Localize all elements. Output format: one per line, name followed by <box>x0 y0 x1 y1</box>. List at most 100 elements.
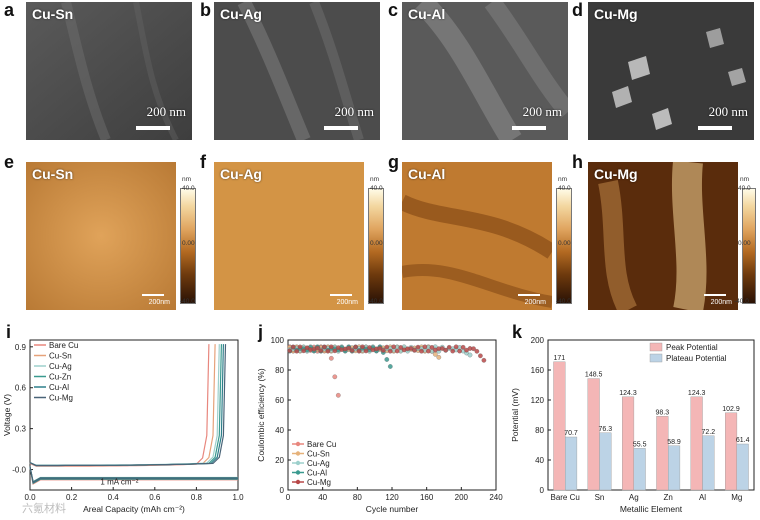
x-tick-label: 80 <box>353 493 362 502</box>
x-tick-label: 0.4 <box>108 493 120 502</box>
x-tick-label: 240 <box>489 493 503 502</box>
panel-label-a: a <box>4 0 15 20</box>
legend-label: Bare Cu <box>307 440 336 449</box>
sem-texture-cu-al <box>402 2 568 140</box>
data-point <box>450 348 456 354</box>
panel-label-f: f <box>200 152 206 172</box>
data-point <box>412 347 417 353</box>
scale-bar <box>136 126 170 130</box>
legend-marker <box>295 460 301 466</box>
scale-bar <box>518 294 540 296</box>
afm-texture-cu-mg <box>588 162 738 310</box>
current-density-annotation: 1 mA cm⁻² <box>100 478 138 487</box>
panel-label-j: j <box>258 322 264 342</box>
x-axis-label: Cycle number <box>366 504 419 514</box>
legend-swatch <box>649 353 663 363</box>
colorbar-mid: 0.00 <box>370 240 383 247</box>
data-point <box>394 348 400 354</box>
bar-value-label: 76.3 <box>598 426 612 433</box>
data-point <box>481 357 487 363</box>
bar-peak <box>587 378 600 491</box>
y-tick-label: 60 <box>275 396 284 405</box>
data-point <box>380 348 386 353</box>
legend-label: Cu-Al <box>307 469 327 478</box>
data-point <box>460 344 466 350</box>
data-point <box>367 345 372 350</box>
legend-label: Cu-Mg <box>49 394 73 403</box>
colorbar-max: 40.0 <box>558 185 571 192</box>
legend-label: Cu-Zn <box>49 373 71 382</box>
sem-texture-cu-mg <box>588 2 754 140</box>
afm-title: Cu-Al <box>408 166 446 182</box>
data-point <box>335 392 341 398</box>
data-point <box>346 345 352 351</box>
scale-label: 200 nm <box>334 104 374 119</box>
afm-image-cu-sn: Cu-Sn 200nm <box>26 162 176 310</box>
colorbar-max: 40.0 <box>370 185 383 192</box>
scale-label: 200nm <box>524 299 546 306</box>
x-tick-label: Zn <box>663 493 672 502</box>
x-tick-label: 0.2 <box>66 493 78 502</box>
scale-label: 200nm <box>148 299 170 306</box>
y-tick-label: -0.0 <box>12 466 26 475</box>
bar-value-label: 70.7 <box>564 430 578 437</box>
y-axis-label: Voltage (V) <box>2 394 12 436</box>
legend-label: Cu-Al <box>49 383 69 392</box>
panel-label-k: k <box>512 322 523 342</box>
x-tick-label: Mg <box>731 493 742 502</box>
data-point <box>415 344 421 350</box>
data-point <box>398 345 404 350</box>
data-point <box>360 344 365 350</box>
data-point <box>422 344 428 350</box>
scale-bar <box>324 126 358 130</box>
panel-label-i: i <box>6 322 12 342</box>
series-line-discharge <box>29 466 238 484</box>
panel-label-b: b <box>200 0 211 20</box>
scale-bar <box>142 294 164 296</box>
legend-label: Cu-Mg <box>307 478 331 487</box>
bar-value-label: 124.3 <box>688 390 706 397</box>
y-axis-label: Potential (mV) <box>510 388 520 442</box>
x-tick-label: 160 <box>420 493 434 502</box>
y-tick-label: 0.3 <box>15 425 27 434</box>
data-point <box>471 346 476 352</box>
chart-potential-bars: 0 40 80 120 160 200 Metallic Element Potential … <box>510 336 755 514</box>
afm-texture-cu-sn <box>26 162 176 310</box>
data-point <box>315 345 320 351</box>
x-tick-label: 1.0 <box>232 493 244 502</box>
data-point <box>322 344 327 350</box>
afm-title: Cu-Sn <box>32 166 74 182</box>
data-point <box>297 344 303 350</box>
scale-bar <box>512 126 546 130</box>
sem-image-cu-ag: Cu-Ag 200 nm <box>214 2 380 140</box>
sem-texture-cu-ag <box>214 2 380 140</box>
panel-label-e: e <box>4 152 15 172</box>
sem-title: Cu-Sn <box>32 6 74 22</box>
colorbar-unit: nm <box>740 176 750 183</box>
bar-value-label: 171 <box>553 355 565 362</box>
x-tick-label: Al <box>699 493 706 502</box>
bar-value-label: 148.5 <box>585 372 603 379</box>
y-axis-label: Coulombic efficiency (%) <box>256 368 266 462</box>
afm-texture-cu-ag <box>214 162 364 310</box>
data-point <box>301 348 306 354</box>
y-tick-label: 20 <box>275 456 284 465</box>
bar-value-label: 55.5 <box>633 441 647 448</box>
data-point <box>426 348 431 354</box>
data-point <box>294 348 300 354</box>
data-point <box>328 355 334 361</box>
data-point <box>349 348 355 353</box>
colorbar-mid: 0.00 <box>558 240 571 247</box>
bar-plateau <box>565 436 578 491</box>
bar-value-label: 98.3 <box>655 409 669 416</box>
x-tick-label: 120 <box>385 493 399 502</box>
y-tick-label: 80 <box>535 426 544 435</box>
data-point <box>353 344 358 350</box>
legend-marker <box>295 470 301 475</box>
x-tick-label: 0.8 <box>191 493 203 502</box>
y-tick-label: 80 <box>275 366 284 375</box>
sem-title: Cu-Al <box>408 6 446 22</box>
bar-peak <box>724 412 738 491</box>
x-tick-label: 0.6 <box>149 493 161 502</box>
data-point <box>474 348 480 354</box>
